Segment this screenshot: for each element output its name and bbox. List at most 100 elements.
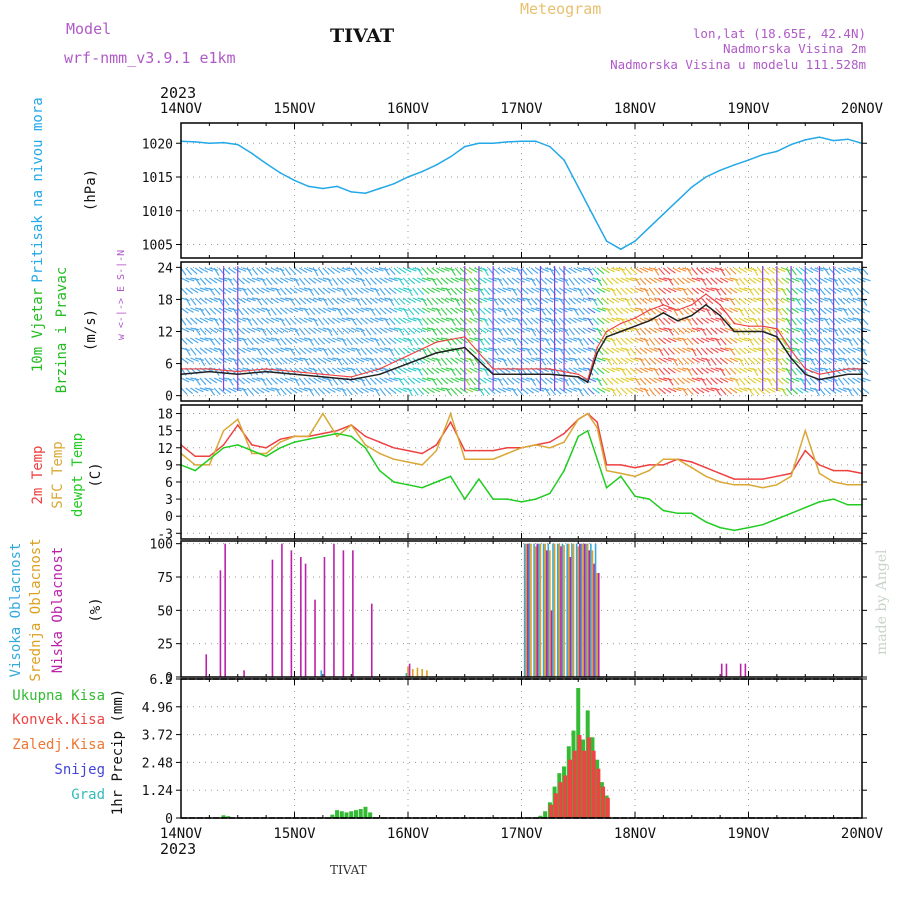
bar-high_cloud — [320, 670, 323, 677]
wind-barb — [615, 327, 625, 334]
wind-barb — [568, 387, 578, 392]
wind-barb — [521, 317, 528, 326]
wind-barb — [227, 267, 236, 274]
data-point-wind_gust — [265, 368, 267, 370]
wind-barb — [804, 377, 812, 386]
top-date-tick: 16NOV — [387, 101, 430, 117]
wind-barb — [724, 357, 733, 364]
wind-barb — [648, 377, 658, 384]
wind-barb — [511, 267, 521, 272]
data-point-wind_gust — [705, 293, 707, 295]
precip-legend-3: Snijeg — [54, 762, 105, 778]
wind-barb — [568, 287, 578, 292]
wind-barb — [644, 267, 654, 272]
wind-barb — [530, 327, 537, 336]
wind-barb — [700, 297, 708, 305]
wind-barb — [213, 337, 221, 345]
wind-barb — [398, 347, 406, 355]
data-point-pressure — [393, 182, 395, 185]
bar-high_cloud — [547, 543, 550, 677]
wind-barb — [577, 327, 586, 335]
wind-barb — [317, 387, 326, 395]
bar-low_cloud — [739, 663, 742, 677]
bar-high_cloud — [580, 543, 583, 677]
data-point-temp2m — [222, 444, 225, 446]
wind-barb — [738, 387, 748, 392]
wind-barb — [270, 387, 280, 391]
data-point-wind_speed — [435, 352, 438, 354]
wind-barb — [582, 307, 591, 315]
wind-barb — [549, 267, 555, 277]
wind-barb — [336, 367, 346, 373]
wind-barb — [530, 307, 540, 312]
data-point-wind_gust — [463, 336, 466, 338]
data-point-pressure — [421, 170, 423, 173]
wind-barb — [790, 287, 799, 295]
wind-barb — [435, 277, 443, 286]
wind-barb — [412, 307, 420, 315]
wind-barb — [332, 387, 341, 392]
wind-barb — [256, 307, 266, 313]
wind-barb — [577, 347, 587, 353]
wind-barb — [478, 267, 488, 271]
wind-barb — [228, 387, 237, 393]
wind-barb — [260, 297, 268, 305]
wind-barb — [539, 357, 547, 366]
bar-low_cloud — [300, 557, 302, 677]
wind-barb — [483, 317, 489, 326]
wind-barb — [435, 307, 442, 316]
wind-barb — [346, 277, 355, 284]
wind-barb — [681, 337, 689, 346]
wind-barb — [360, 377, 366, 387]
wind-barb — [672, 287, 682, 292]
data-point-dewpoint — [478, 478, 480, 480]
wind-barb — [625, 357, 634, 363]
wind-barb — [833, 277, 839, 287]
wind-barb — [596, 327, 603, 337]
wind-barb — [341, 297, 351, 303]
wind-barb — [748, 287, 755, 296]
data-point-sfc_temp — [761, 486, 764, 489]
wind-barb — [483, 337, 491, 346]
wind-barb — [384, 277, 393, 283]
wind-barb — [681, 377, 691, 384]
wind-barb — [677, 267, 687, 272]
wind-barb — [601, 317, 610, 324]
wind-barb — [677, 357, 684, 366]
wind-barb — [776, 277, 784, 285]
wind-barb — [526, 277, 536, 281]
data-point-sfc_temp — [378, 452, 381, 455]
wind-barb — [289, 277, 299, 281]
wind-barb — [544, 327, 553, 334]
wind-barb — [350, 287, 359, 295]
wind-barb — [625, 387, 634, 395]
wind-barb — [516, 357, 525, 365]
wind-barb — [705, 357, 712, 367]
model-label: Model — [66, 20, 111, 38]
wind-barb — [279, 317, 286, 327]
wind-barb — [213, 387, 221, 395]
wind-barb — [729, 297, 736, 306]
wind-barb — [814, 297, 823, 303]
wind-barb — [809, 327, 817, 335]
wind-barb — [582, 387, 590, 396]
data-point-pressure — [478, 142, 480, 145]
wind-barb — [625, 367, 633, 376]
wind-barb — [596, 277, 603, 287]
wind-barb — [582, 317, 592, 321]
wind-barb — [700, 347, 708, 355]
wind-barb — [719, 327, 729, 333]
bar-mid_cloud — [586, 543, 589, 677]
data-point-pressure — [492, 142, 494, 145]
wind-barb — [525, 387, 534, 394]
wind-barb — [492, 277, 503, 281]
wind-barb — [611, 347, 620, 353]
wind-barb — [591, 367, 600, 375]
wind-barb — [790, 327, 800, 333]
bar-mid_cloud — [411, 669, 414, 677]
wind-barb — [653, 377, 663, 383]
wind-barb — [790, 337, 799, 345]
wind-barb — [322, 347, 329, 356]
wind-barb — [563, 347, 571, 356]
wind-barb — [270, 307, 277, 316]
